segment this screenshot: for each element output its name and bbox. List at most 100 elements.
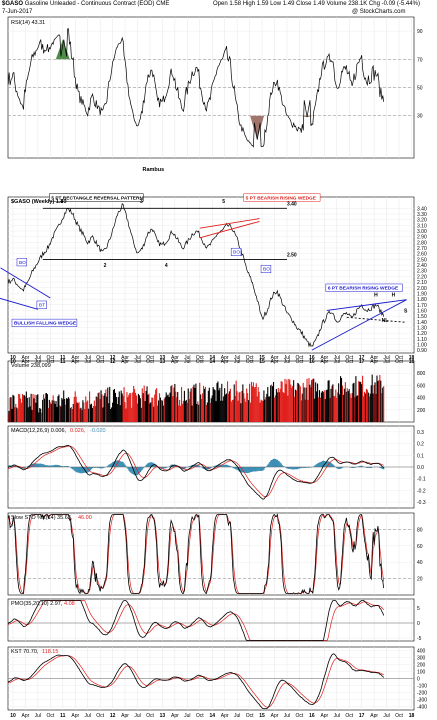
- volume-bar: [376, 375, 378, 422]
- volume-bar: [238, 392, 240, 422]
- volume-bar: [278, 392, 280, 422]
- macd-histogram-bar: [359, 465, 361, 467]
- x-tick-label: Apr: [320, 355, 328, 361]
- macd-histogram-bar: [114, 460, 117, 467]
- macd-histogram-bar: [137, 467, 140, 475]
- macd-histogram-bar: [331, 463, 333, 467]
- macd-histogram-bar: [51, 465, 53, 467]
- macd-histogram-bar: [204, 467, 207, 470]
- volume-bar: [207, 390, 209, 422]
- macd-histogram-bar: [314, 465, 316, 467]
- volume-bar: [98, 392, 100, 422]
- x-tick-label: Oct: [246, 359, 254, 365]
- volume-bar: [80, 407, 82, 422]
- volume-bar: [364, 393, 367, 422]
- x-tick-label: 14: [209, 359, 215, 365]
- volume-bar: [269, 396, 271, 422]
- volume-bar: [44, 393, 47, 422]
- volume-bar: [332, 384, 334, 422]
- y-tick-label: 2.90: [417, 235, 427, 241]
- chart-annotation: 6 PT BEARISH RISING WEDGE: [328, 285, 399, 291]
- volume-bar: [301, 393, 303, 422]
- volume-bar: [383, 386, 385, 422]
- macd-histogram-bar: [357, 466, 359, 467]
- kst-line: [7, 653, 384, 709]
- y-tick-label: 1.70: [417, 303, 427, 309]
- volume-bar: [280, 381, 282, 422]
- volume-bar: [81, 410, 83, 422]
- x-tick-label: Jul: [35, 713, 41, 719]
- x-tick-label: Jul: [134, 713, 140, 719]
- volume-bar: [326, 389, 328, 422]
- macd-histogram-bar: [249, 467, 251, 473]
- macd-histogram-bar: [231, 467, 233, 468]
- volume-bar: [311, 380, 313, 422]
- macd-histogram-bar: [112, 462, 114, 467]
- volume-bar: [308, 378, 310, 422]
- macd-histogram-bar: [66, 465, 68, 467]
- volume-bar: [167, 394, 169, 422]
- volume-bar: [17, 408, 19, 422]
- volume-bar: [85, 396, 87, 422]
- chart-annotation: 5: [222, 199, 225, 205]
- macd-histogram-bar: [131, 467, 133, 474]
- x-tick-label: Apr: [71, 713, 79, 719]
- macd-histogram-bar: [110, 463, 112, 467]
- macd-histogram-bar: [228, 465, 231, 467]
- volume-bar: [324, 399, 326, 422]
- macd-histogram-bar: [326, 461, 328, 467]
- macd-histogram-bar: [297, 467, 300, 469]
- volume-bar: [258, 391, 260, 422]
- volume-bar: [12, 394, 14, 422]
- volume-bar: [274, 395, 276, 422]
- macd-histogram-bar: [199, 466, 201, 467]
- volume-bar: [107, 387, 109, 422]
- macd-histogram-bar: [261, 467, 263, 471]
- x-tick-label: Apr: [221, 713, 229, 719]
- volume-bar: [277, 387, 279, 422]
- annotation-box: [260, 264, 272, 273]
- volume-bar: [34, 394, 36, 422]
- macd-histogram-bar: [321, 460, 324, 467]
- macd-histogram-bar: [164, 467, 166, 469]
- macd-histogram-bar: [78, 467, 80, 473]
- volume-bar: [275, 389, 277, 422]
- x-tick-label: 10: [10, 355, 16, 361]
- volume-bar: [13, 395, 15, 422]
- volume-bar: [64, 398, 66, 422]
- x-tick-label: 12: [110, 359, 116, 365]
- macd-histogram-bar: [263, 467, 265, 470]
- volume-bar: [305, 387, 307, 422]
- volume-bar: [202, 393, 204, 422]
- macd-histogram-bar: [268, 463, 270, 467]
- macd-histogram-bar: [31, 463, 33, 467]
- volume-bar: [131, 407, 133, 422]
- volume-bar: [179, 399, 181, 422]
- macd-histogram-bar: [379, 467, 381, 468]
- volume-bar: [188, 398, 190, 422]
- y-tick-label: 2.60: [417, 252, 427, 258]
- x-tick-label: Oct: [146, 359, 154, 365]
- macd-histogram-bar: [127, 467, 129, 470]
- volume-bar: [71, 409, 73, 422]
- volume-bar: [192, 386, 194, 422]
- macd-histogram-bar: [108, 464, 110, 467]
- volume-bar: [349, 393, 351, 422]
- volume-bar: [197, 401, 199, 422]
- volume-bar: [317, 383, 319, 422]
- volume-bar: [244, 398, 246, 422]
- y-tick-label: 400: [417, 649, 426, 655]
- macd-histogram-bar: [183, 467, 186, 470]
- macd-histogram-bar: [318, 462, 321, 467]
- x-tick-label: 12: [110, 355, 116, 361]
- volume-bar: [10, 397, 12, 422]
- macd-histogram-bar: [30, 464, 32, 467]
- volume-bar: [52, 395, 54, 422]
- volume-bar: [112, 389, 115, 422]
- volume-bar: [151, 397, 153, 422]
- volume-bar: [7, 414, 9, 422]
- x-tick-label: Jul: [85, 713, 91, 719]
- macd-histogram-bar: [218, 464, 220, 467]
- volume-bar: [322, 392, 324, 422]
- macd-histogram-bar: [332, 464, 334, 467]
